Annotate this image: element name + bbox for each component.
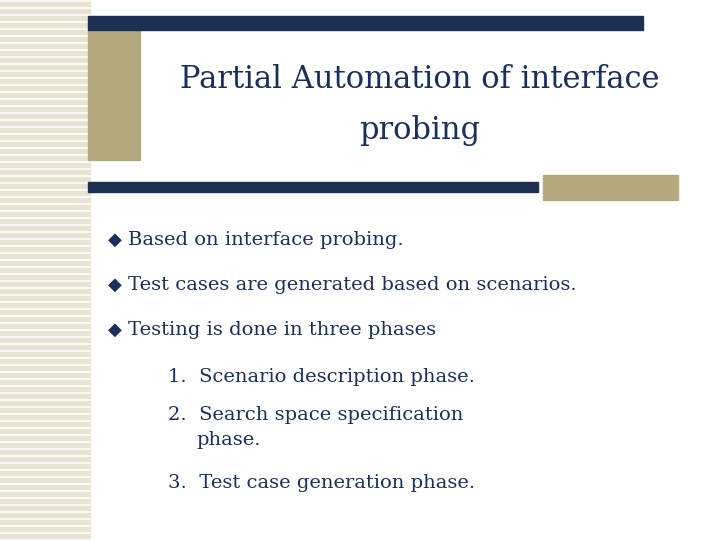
Text: Partial Automation of interface: Partial Automation of interface xyxy=(180,64,660,96)
Text: 1.  Scenario description phase.: 1. Scenario description phase. xyxy=(168,368,475,386)
Text: Based on interface probing.: Based on interface probing. xyxy=(128,231,404,249)
Text: ◆: ◆ xyxy=(108,276,122,294)
Text: 3.  Test case generation phase.: 3. Test case generation phase. xyxy=(168,474,475,492)
Text: Testing is done in three phases: Testing is done in three phases xyxy=(128,321,436,339)
Bar xyxy=(543,175,678,200)
Text: ◆: ◆ xyxy=(108,231,122,249)
Bar xyxy=(88,30,140,160)
Text: probing: probing xyxy=(359,114,480,145)
Text: Test cases are generated based on scenarios.: Test cases are generated based on scenar… xyxy=(128,276,577,294)
Text: 2.  Search space specification: 2. Search space specification xyxy=(168,406,464,424)
Bar xyxy=(0,0,90,540)
Bar xyxy=(88,16,643,30)
Text: phase.: phase. xyxy=(196,431,261,449)
Bar xyxy=(88,182,538,192)
Text: ◆: ◆ xyxy=(108,321,122,339)
